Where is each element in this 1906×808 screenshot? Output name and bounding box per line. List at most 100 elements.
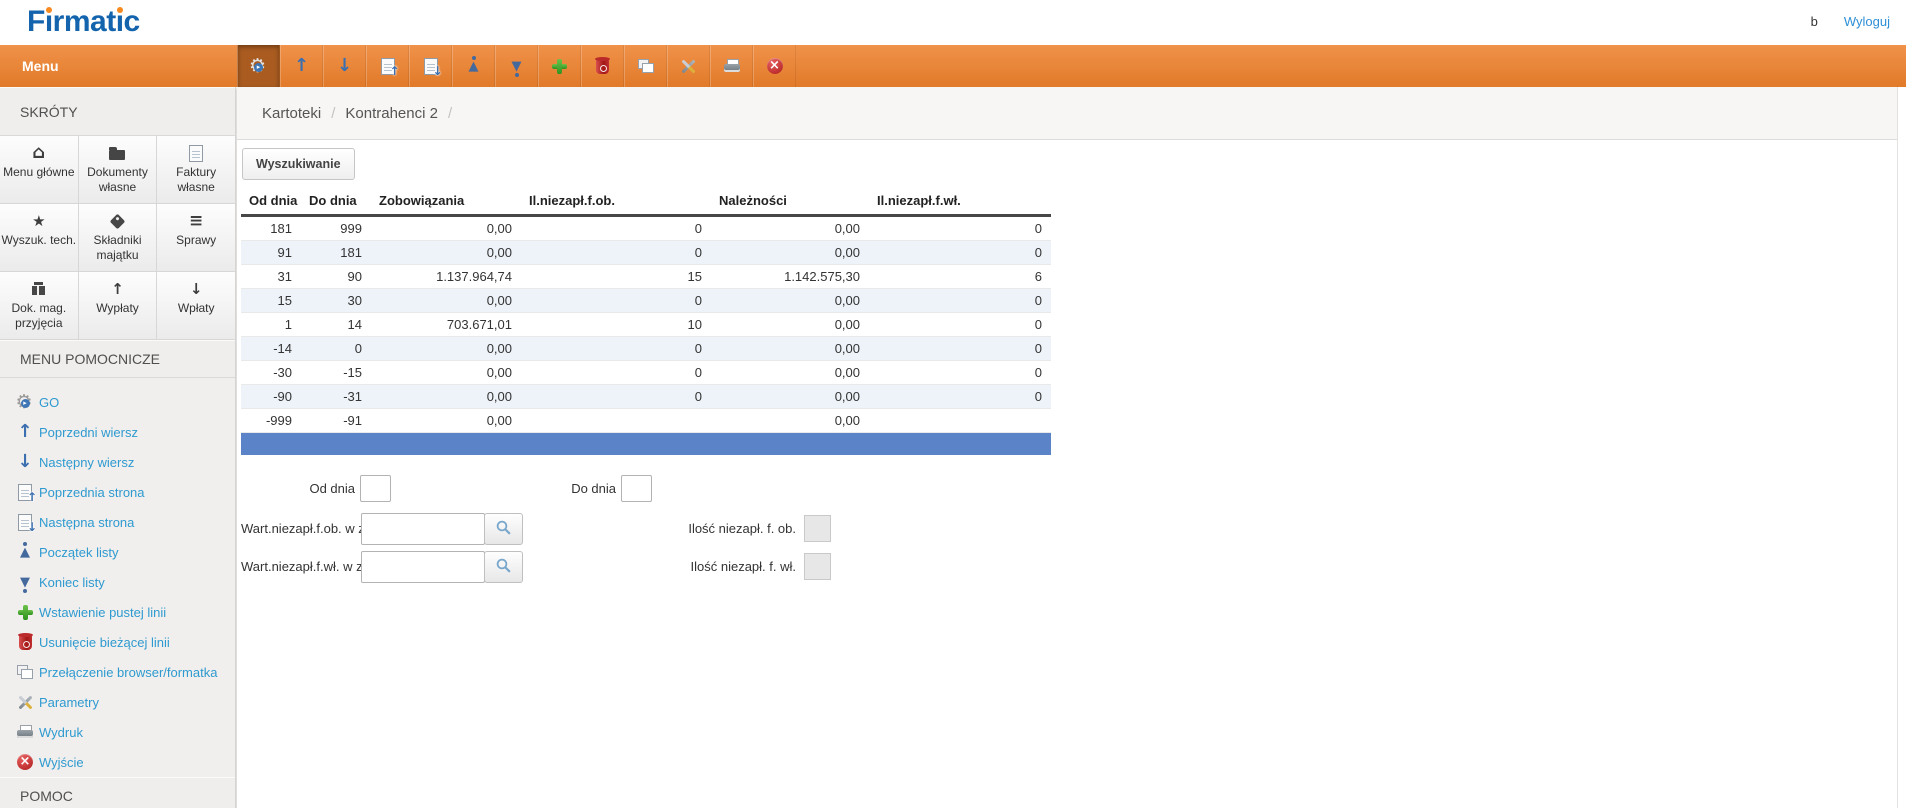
table-cell: 0,00 (371, 336, 521, 361)
shortcut-label: Sprawy (176, 233, 217, 247)
boxes-icon (32, 282, 46, 295)
toolbar-next-page-button[interactable] (409, 45, 452, 87)
toolbar-list-end-button[interactable] (495, 45, 538, 87)
logo-segment: i (44, 5, 53, 38)
toolbar-parameters-button[interactable] (667, 45, 710, 87)
menubar: Menu ↑ ↓ (0, 45, 1906, 87)
helper-item-toggle-browser-form[interactable]: Przełączenie browser/formatka (13, 657, 235, 687)
shortcut-wyszuk-tech[interactable]: Wyszuk. tech. (0, 204, 78, 271)
table-row[interactable]: 181 999 0,00 0 0,00 0 (241, 215, 1051, 241)
table-cell: 0,00 (371, 384, 521, 409)
helper-item-list-end[interactable]: Koniec listy (13, 567, 235, 597)
shortcut-faktury-wlasne[interactable]: Faktury własne (157, 136, 235, 203)
table-row[interactable]: 31 90 1.137.964,74 15 1.142.575,30 6 (241, 264, 1051, 289)
toolbar-next-row-button[interactable]: ↓ (323, 45, 366, 87)
helper-item-list-start[interactable]: Początek listy (13, 537, 235, 567)
breadcrumb-kontrahenci-2[interactable]: Kontrahenci 2 (345, 104, 438, 122)
helper-item-print[interactable]: Wydruk (13, 717, 235, 747)
toolbar-list-start-button[interactable] (452, 45, 495, 87)
search-wl-button[interactable] (484, 551, 523, 583)
breadcrumb-kartoteki[interactable]: Kartoteki (262, 104, 322, 122)
shortcut-skladniki-majatku[interactable]: Składniki majątku (78, 204, 157, 271)
tools-icon (680, 58, 697, 75)
table-cell: 31 (241, 264, 301, 289)
table-cell: 10 (521, 312, 711, 337)
helper-item-previous-page[interactable]: Poprzednia strona (13, 477, 235, 507)
do-dnia-input[interactable] (621, 475, 652, 502)
helper-item-next-row[interactable]: ↓ Następny wiersz (13, 447, 235, 477)
do-dnia-label: Do dnia (571, 481, 616, 496)
page-down-icon (423, 57, 443, 78)
table-cell: 0 (869, 360, 1051, 385)
table-row[interactable]: 1 14 703.671,01 10 0,00 0 (241, 312, 1051, 337)
toolbar-print-button[interactable] (710, 45, 753, 87)
helper-item-label: Wyjście (39, 754, 84, 770)
shortcut-wyplaty[interactable]: ↑ Wypłaty (78, 272, 157, 339)
helper-item-previous-row[interactable]: ↑ Poprzedni wiersz (13, 417, 235, 447)
wart-niezapl-ob-input[interactable] (361, 513, 485, 545)
table-cell: 181 (241, 215, 301, 241)
table-cell: 15 (241, 288, 301, 313)
table-row[interactable]: -90 -31 0,00 0 0,00 0 (241, 384, 1051, 409)
table-cell: 999 (301, 215, 371, 241)
shortcut-dokumenty-wlasne[interactable]: Dokumenty własne (78, 136, 157, 203)
toolbar-insert-line-button[interactable] (538, 45, 581, 87)
column-header: Zobowiązania (371, 188, 521, 217)
logout-link[interactable]: Wyloguj (1843, 14, 1890, 29)
logo-segment: c (123, 5, 141, 38)
helper-item-exit[interactable]: Wyjście (13, 747, 235, 777)
shortcut-sprawy[interactable]: Sprawy (157, 204, 235, 271)
table-row[interactable]: 91 181 0,00 0 0,00 0 (241, 240, 1051, 265)
arrow-down-icon: ↓ (189, 279, 203, 298)
table-header-row: Od dnia Do dnia Zobowiązania Il.niezapł.… (241, 188, 1051, 217)
shortcut-wplaty[interactable]: ↓ Wpłaty (157, 272, 235, 339)
table-cell: 0 (301, 336, 371, 361)
account-area: b Wyloguj (1811, 14, 1890, 29)
toolbar-toggle-browser-form-button[interactable] (624, 45, 667, 87)
help-section-title: POMOC (0, 777, 235, 808)
table-cell: -15 (301, 360, 371, 385)
document-icon (189, 144, 204, 162)
od-dnia-input[interactable] (360, 475, 391, 502)
helper-item-delete-line[interactable]: Usunięcie bieżącej linii (13, 627, 235, 657)
wart-niezapl-wl-input[interactable] (361, 551, 485, 583)
table-row[interactable]: -30 -15 0,00 0 0,00 0 (241, 360, 1051, 385)
cone-up-icon (467, 55, 481, 73)
toolbar-previous-row-button[interactable]: ↑ (280, 45, 323, 87)
ilosc-niezapl-ob-input[interactable] (804, 515, 831, 542)
od-dnia-label: Od dnia (309, 481, 355, 496)
logo-segment: i (115, 5, 124, 38)
trash-icon (17, 632, 33, 650)
helper-item-insert-line[interactable]: Wstawienie pustej linii (13, 597, 235, 627)
table-row[interactable]: -999 -91 0,00 0,00 (241, 408, 1051, 433)
shortcut-menu-glowne[interactable]: Menu główne (0, 136, 78, 203)
table-row[interactable]: -14 0 0,00 0 0,00 0 (241, 336, 1051, 361)
user-initial: b (1810, 14, 1818, 29)
sidebar: SKRÓTY Menu główne Dokumenty własne Fakt… (0, 87, 236, 808)
helper-item-next-page[interactable]: Następna strona (13, 507, 235, 537)
arrow-up-icon: ↑ (293, 55, 310, 76)
plus-icon (551, 58, 568, 75)
helper-item-label: Wydruk (39, 724, 83, 740)
helper-item-label: Wstawienie pustej linii (39, 604, 167, 620)
table-cell: 30 (301, 288, 371, 313)
wyszukiwanie-button[interactable]: Wyszukiwanie (242, 148, 355, 180)
table-cell: 0,00 (711, 240, 869, 265)
search-ob-button[interactable] (484, 513, 523, 545)
ilosc-niezapl-wl-input[interactable] (804, 553, 831, 580)
cone-down-icon (510, 60, 524, 77)
shortcut-dok-mag-przyjecia[interactable]: Dok. mag. przyjęcia (0, 272, 78, 339)
firmatic-logo: Firmatic (0, 0, 1906, 39)
selected-row[interactable] (241, 433, 1051, 455)
content-row: SKRÓTY Menu główne Dokumenty własne Fakt… (0, 87, 1906, 808)
table-cell: 0,00 (371, 240, 521, 265)
helper-item-parameters[interactable]: Parametry (13, 687, 235, 717)
table-row[interactable]: 15 30 0,00 0 0,00 0 (241, 288, 1051, 313)
arrow-up-icon: ↑ (17, 421, 33, 442)
toolbar-delete-line-button[interactable] (581, 45, 624, 87)
helper-item-go[interactable]: GO (13, 387, 235, 417)
toolbar-go-button[interactable] (237, 45, 280, 87)
toolbar-previous-page-button[interactable] (366, 45, 409, 87)
table-cell: 0,00 (371, 360, 521, 385)
toolbar-exit-button[interactable] (753, 45, 796, 87)
